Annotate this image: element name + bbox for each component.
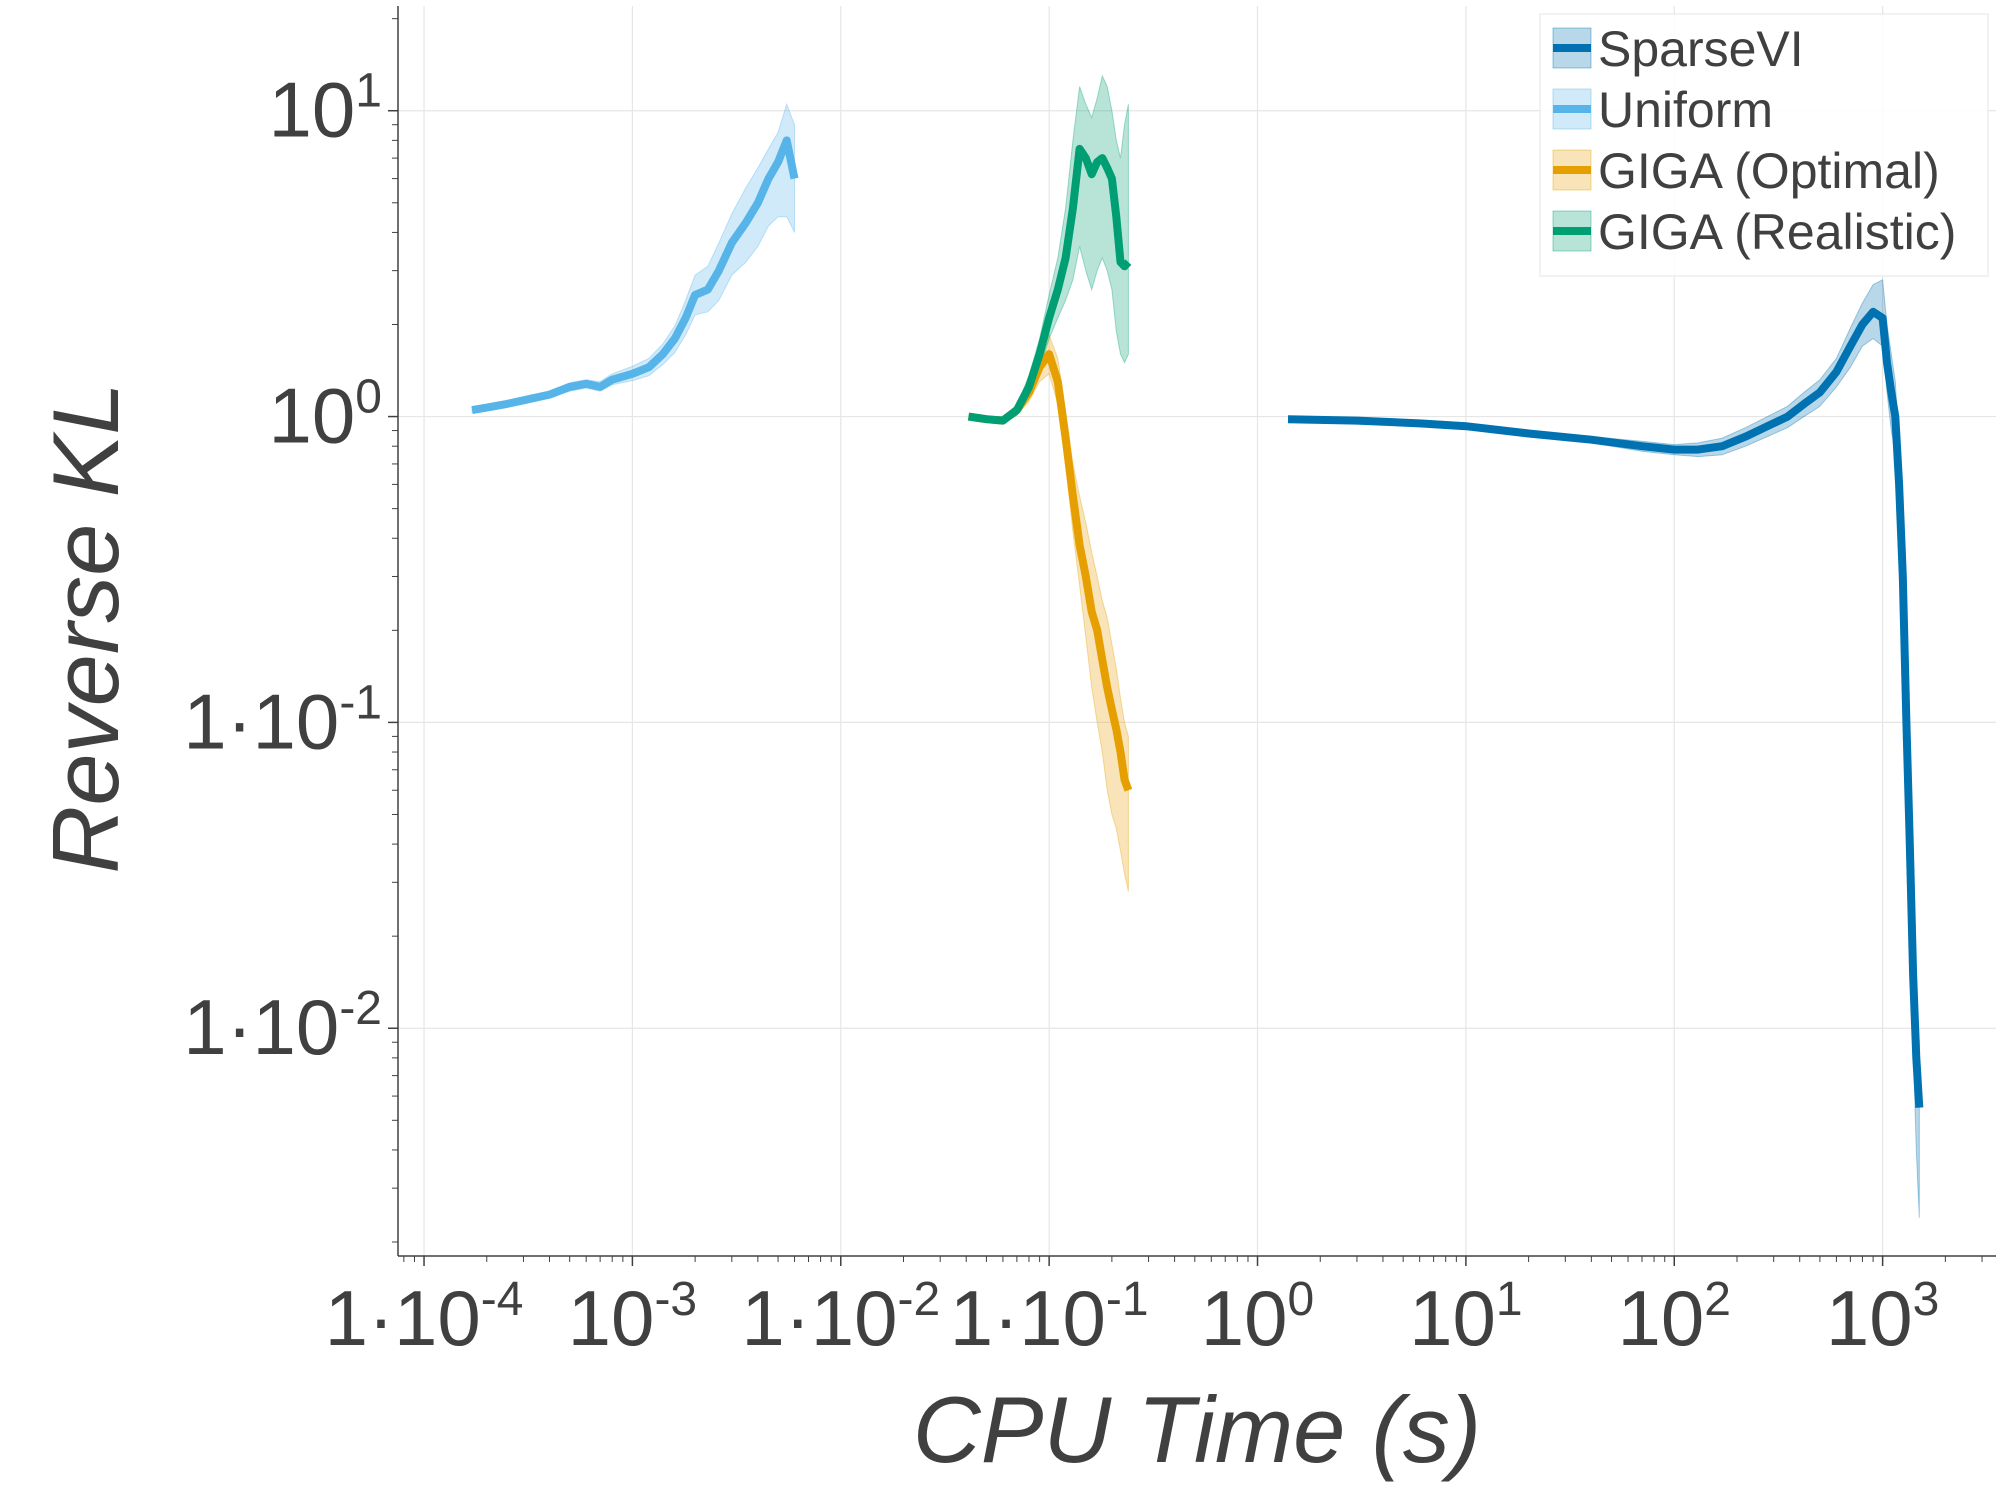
y-tick-label-exponent: 0 [355, 371, 382, 424]
y-tick-label-base: 10 [269, 66, 356, 154]
x-tick-label-base: 10 [1826, 1274, 1913, 1362]
legend-label-giga-realistic: GIGA (Realistic) [1598, 204, 1956, 260]
y-tick-label-base: 1·10 [183, 983, 339, 1071]
band-sparsevi [1287, 279, 1920, 1218]
x-tick-label-exponent: -4 [481, 1273, 524, 1326]
y-tick-label-exponent: -1 [339, 676, 382, 729]
x-tick-label-base: 10 [1618, 1274, 1705, 1362]
y-tick-label: 1·10-2 [183, 982, 382, 1071]
x-tick-label: 102 [1618, 1273, 1731, 1362]
x-tick-label-exponent: 0 [1288, 1273, 1315, 1326]
x-tick-label-base: 1·10 [325, 1274, 481, 1362]
x-tick-label: 1·10-1 [950, 1273, 1149, 1362]
band-uniform [471, 102, 795, 414]
x-tick-label-exponent: -3 [654, 1273, 697, 1326]
x-tick-label-base: 10 [1201, 1274, 1288, 1362]
x-tick-label-exponent: 3 [1913, 1273, 1940, 1326]
y-tick-label-base: 10 [269, 372, 356, 460]
x-tick-label: 103 [1826, 1273, 1939, 1362]
x-tick-label: 10-3 [568, 1273, 697, 1362]
x-tick-label-base: 10 [1409, 1274, 1496, 1362]
x-tick-label-exponent: 2 [1704, 1273, 1731, 1326]
y-axis-title: Reverse KL [33, 382, 138, 873]
y-tick-label: 100 [269, 371, 382, 460]
legend-label-uniform: Uniform [1598, 82, 1773, 138]
legend-box [1539, 13, 1989, 277]
y-tick-label-exponent: -2 [339, 982, 382, 1035]
x-tick-label-base: 1·10 [741, 1274, 897, 1362]
series-lines [471, 136, 1924, 1108]
x-tick-label-exponent: 1 [1496, 1273, 1523, 1326]
line-sparsevi [1287, 307, 1924, 1108]
line-giga-realistic [967, 144, 1132, 425]
legend-label-sparsevi: SparseVI [1598, 21, 1804, 77]
x-tick-label: 101 [1409, 1273, 1522, 1362]
y-tick-label: 101 [269, 65, 382, 154]
y-tick-label-base: 1·10 [183, 677, 339, 765]
x-tick-label: 1·10-2 [741, 1273, 940, 1362]
x-tick-label-exponent: -2 [897, 1273, 940, 1326]
axes [397, 6, 1996, 1257]
x-axis-title: CPU Time (s) [913, 1377, 1481, 1482]
y-tick-label-exponent: 1 [355, 65, 382, 118]
x-tick-label-exponent: -1 [1106, 1273, 1149, 1326]
x-tick-label: 1·10-4 [325, 1273, 524, 1362]
tick-layer: 1·10-4 10-3 1·10-2 1·10-1 100 101 102 103101100… [183, 18, 1983, 1362]
line-uniform [471, 136, 799, 415]
legend-label-giga-optimal: GIGA (Optimal) [1598, 143, 1940, 199]
x-tick-label-base: 10 [568, 1274, 655, 1362]
x-tick-label: 100 [1201, 1273, 1314, 1362]
y-tick-label: 1·10-1 [183, 676, 382, 765]
x-tick-label-base: 1·10 [950, 1274, 1106, 1362]
